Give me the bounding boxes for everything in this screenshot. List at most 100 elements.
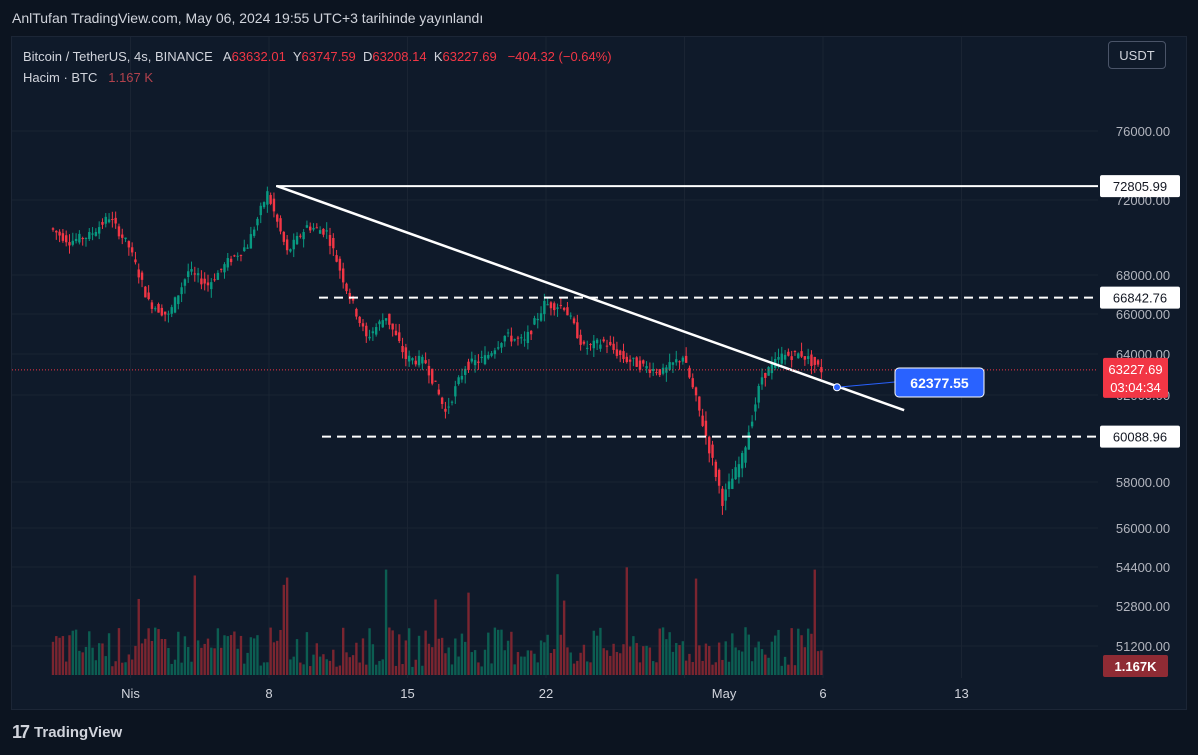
candle-body	[97, 227, 101, 234]
volume-bar	[421, 665, 424, 675]
candle-body	[437, 389, 441, 395]
volume-bar	[477, 662, 480, 675]
volume-bar	[144, 638, 147, 675]
volume-bar	[219, 647, 223, 675]
volume-bar	[780, 665, 783, 675]
candle-body	[127, 241, 131, 248]
candle-body	[556, 307, 559, 309]
volume-bar	[434, 599, 437, 675]
candle-body	[229, 258, 233, 263]
volume-bar	[177, 631, 180, 675]
volume-bar	[651, 661, 655, 675]
volume-bar	[91, 647, 94, 675]
candle-body	[671, 362, 675, 365]
price-tick-label: 76000.00	[1116, 124, 1170, 139]
candle-body	[216, 272, 220, 280]
candle-body	[417, 355, 421, 366]
volume-bar	[276, 640, 279, 675]
candle-body	[78, 233, 81, 243]
chart-pane[interactable]	[11, 36, 1187, 710]
candle-body	[701, 415, 704, 426]
candle-body	[190, 269, 193, 272]
candle-body	[569, 315, 572, 317]
candle-body	[335, 255, 338, 262]
volume-bar	[358, 662, 361, 675]
volume-bar	[615, 651, 619, 675]
candle-body	[536, 318, 539, 321]
candle-body	[632, 357, 635, 359]
volume-bar	[378, 661, 381, 675]
volume-bar	[520, 656, 523, 675]
candle-body	[200, 278, 203, 285]
volume-bar	[239, 635, 243, 675]
candle-body	[464, 368, 467, 375]
volume-bar	[803, 647, 807, 675]
volume-bar	[295, 639, 299, 675]
volume-bar	[678, 645, 681, 675]
volume-bar	[318, 656, 322, 675]
volume-bar	[341, 627, 345, 675]
volume-bar	[757, 641, 760, 675]
volume-bar	[701, 660, 704, 675]
volume-bar	[810, 633, 813, 675]
candle-body	[698, 396, 701, 411]
volume-bar	[351, 655, 355, 675]
volume-bar	[668, 632, 671, 675]
volume-bar	[381, 659, 384, 675]
volume-bar	[595, 635, 599, 675]
volume-bar	[325, 659, 328, 675]
volume-bar	[665, 639, 668, 675]
symbol-title[interactable]: Bitcoin / TetherUS, 4s, BINANCE	[23, 49, 213, 64]
candle-body	[414, 360, 417, 365]
candle-body	[233, 255, 236, 257]
volume-bar	[104, 656, 107, 675]
candle-body	[543, 300, 546, 315]
candle-body	[130, 247, 134, 253]
volume-bar	[407, 628, 411, 675]
candle-body	[579, 334, 582, 345]
volume-bar	[68, 635, 71, 675]
candle-body	[754, 404, 757, 412]
level-axis-label: 72805.99	[1113, 179, 1167, 194]
volume-bar	[684, 660, 688, 675]
candlesticks	[51, 186, 823, 515]
candle-body	[167, 313, 170, 315]
candle-body	[223, 264, 226, 273]
candle-body	[609, 341, 612, 345]
currency-button[interactable]: USDT	[1108, 41, 1166, 69]
time-tick-label: 8	[265, 686, 272, 701]
low-label: D	[362, 49, 373, 64]
volume-bar	[94, 660, 98, 675]
candle-body	[526, 331, 530, 344]
candle-body	[101, 221, 104, 225]
horizontal-levels	[276, 185, 1098, 438]
price-callout[interactable]: 62377.55	[833, 367, 985, 398]
volume-label[interactable]: Hacim · BTC	[23, 70, 98, 85]
candle-body	[546, 304, 549, 306]
last-price-tag	[1103, 357, 1168, 398]
trendline[interactable]	[276, 184, 905, 412]
time-axis[interactable]: Nis 8 15 22 May 6 13	[121, 686, 969, 701]
volume-bar	[437, 638, 441, 675]
volume-bar	[71, 630, 74, 675]
candle-body	[289, 249, 292, 252]
candle-body	[506, 332, 510, 334]
volume-bar	[279, 629, 282, 675]
volume-bar	[602, 648, 605, 675]
candle-body	[566, 307, 569, 316]
candle-body	[694, 387, 698, 396]
volume-bar	[820, 650, 823, 675]
candle-body	[757, 386, 760, 403]
volume-bar	[632, 636, 635, 675]
candle-body	[305, 225, 309, 228]
volume-bar	[675, 643, 678, 675]
volume-bar	[790, 628, 793, 675]
footer-brand[interactable]: 17 TradingView	[12, 722, 122, 743]
volume-bar	[256, 635, 259, 675]
candle-body	[487, 354, 490, 359]
candle-body	[256, 218, 259, 226]
candle-body	[440, 397, 444, 404]
candle-body	[378, 321, 381, 325]
candle-body	[473, 360, 477, 366]
